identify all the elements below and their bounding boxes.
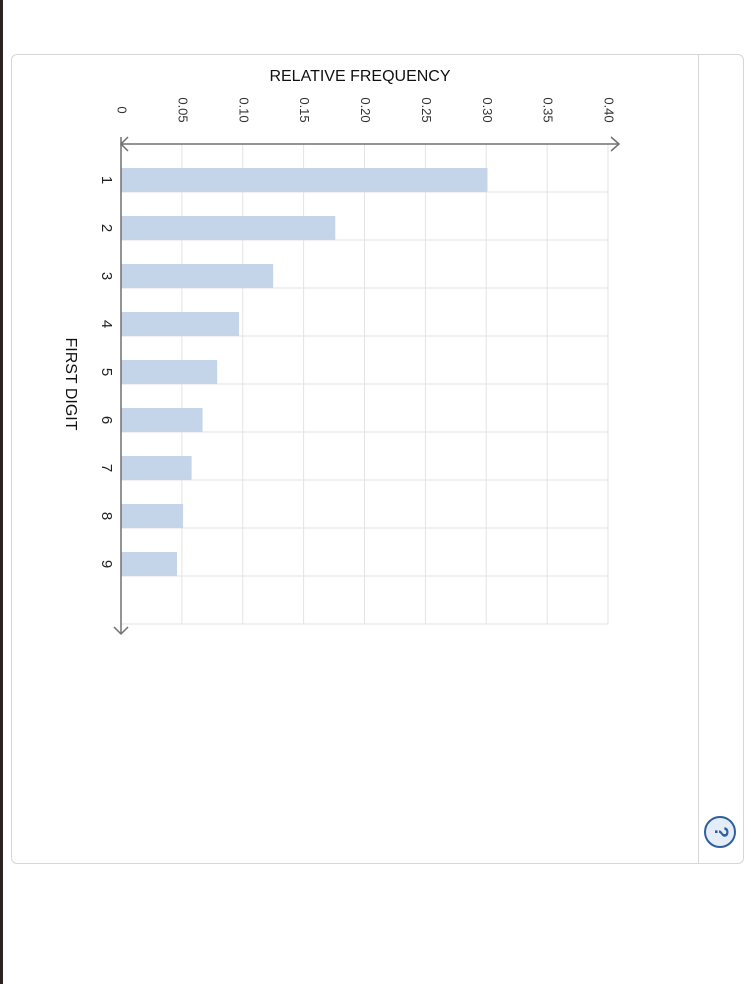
tick-label-category: 3: [98, 272, 115, 280]
tick-label-category: 6: [98, 416, 115, 424]
tick-label-category: 8: [98, 512, 115, 520]
bar: [121, 168, 488, 192]
tick-label-value: 0.15: [297, 97, 312, 122]
bar: [121, 504, 184, 528]
bar: [121, 552, 178, 576]
tick-label-category: 4: [98, 320, 115, 328]
tick-label-category: 2: [98, 224, 115, 232]
category-axis-arrow: [113, 626, 129, 636]
tick-label-category: 9: [98, 560, 115, 568]
tick-label-value: 0.40: [602, 97, 617, 122]
bar: [121, 216, 336, 240]
tick-label-category: 1: [98, 176, 115, 184]
bar: [121, 456, 192, 480]
bar: [121, 312, 240, 336]
tick-label-value: 0: [115, 106, 130, 113]
bar: [121, 264, 274, 288]
panel-divider: [698, 55, 699, 863]
window-edge: [0, 0, 3, 984]
bar: [121, 408, 203, 432]
bar: [121, 360, 218, 384]
tick-label-category: 7: [98, 464, 115, 472]
category-axis-title: FIRST DIGIT: [62, 337, 79, 430]
tick-label-value: 0.30: [480, 97, 495, 122]
value-axis-arrow: [610, 136, 621, 152]
tick-label-value: 0.05: [175, 97, 190, 122]
tick-label-value: 0.25: [419, 97, 434, 122]
tick-label-value: 0.20: [358, 97, 373, 122]
value-axis-title: RELATIVE FREQUENCY: [269, 68, 450, 85]
tick-label-value: 0.10: [236, 97, 251, 122]
help-button[interactable]: ?: [704, 816, 736, 848]
tick-label-value: 0.35: [541, 97, 556, 122]
help-circle-icon: ?: [709, 826, 731, 838]
tick-label-category: 5: [98, 368, 115, 376]
